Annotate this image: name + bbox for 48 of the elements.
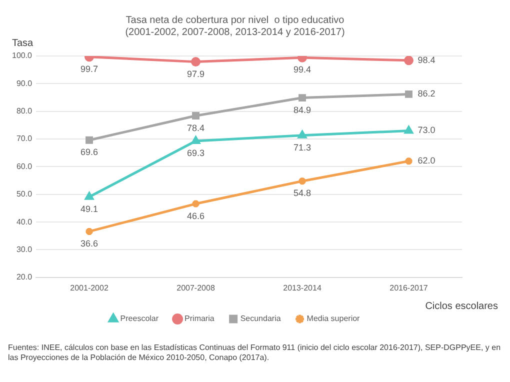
x-tick-label: 2001-2002 [70, 283, 109, 292]
point [298, 176, 308, 186]
data-label: 97.9 [186, 68, 205, 79]
y-tick-label: 80.0 [16, 106, 33, 116]
y-tick-label: 50.0 [16, 190, 33, 199]
y-tick-label: 70.0 [16, 134, 33, 144]
chart-subtitle: (2001-2002, 2007-2008, 2013-2014 y 2016-2017) [125, 26, 345, 38]
x-axis-title: Ciclos escolares [425, 301, 498, 312]
point [192, 112, 200, 120]
point [404, 56, 414, 66]
data-label: 46.6 [186, 210, 205, 221]
data-label: 99.4 [293, 64, 312, 75]
data-label: 69.6 [80, 147, 98, 158]
x-tick-label: 2013-2014 [283, 283, 322, 292]
legend-label: Secundaria [240, 314, 282, 324]
data-label: 98.4 [418, 54, 436, 65]
point [298, 94, 306, 102]
data-label: 69.3 [186, 148, 205, 158]
y-tick-label: 60.0 [16, 162, 33, 171]
data-label: 71.3 [293, 142, 312, 152]
legend-label: Primaria [184, 314, 215, 324]
legend-label: Media superior [306, 314, 360, 324]
data-label: 36.6 [80, 238, 98, 248]
y-tick-label: 100.0 [12, 51, 33, 60]
data-label: 78.4 [186, 122, 205, 133]
data-label: 84.9 [293, 104, 312, 115]
data-label: 54.8 [293, 188, 312, 198]
chart-title: Tasa neta de cobertura por nivel o tipo educativo [126, 14, 345, 26]
point [191, 136, 200, 144]
y-tick-label: 30.0 [16, 244, 33, 254]
data-label: 73.0 [418, 125, 436, 136]
point [86, 136, 93, 144]
y-tick-label: 40.0 [16, 217, 33, 226]
x-tick-label: 2007-2008 [176, 283, 216, 292]
point [191, 199, 201, 209]
y-tick-label: 90.0 [16, 78, 33, 88]
y-tick-label: 20.0 [16, 272, 33, 282]
point [191, 57, 201, 67]
y-axis-title: Tasa [12, 38, 34, 49]
data-label: 49.1 [80, 204, 98, 214]
data-label: 62.0 [418, 156, 436, 166]
data-label: 86.2 [418, 88, 436, 99]
x-tick-label: 2016-2017 [390, 283, 428, 292]
data-label: 99.7 [80, 64, 98, 74]
legend-label: Preescolar [120, 314, 159, 324]
point [404, 126, 414, 134]
point [405, 90, 412, 98]
source-note: Fuentes: INEE, cálculos con base en las Estadísticas Continuas del Formato 911 (inicio del ciclo escolar 2016-2017), SEP-DGPPyEE, y en las Proyecciones de la Población de México 2010-2050, Conapo (2017a). [8, 343, 502, 364]
